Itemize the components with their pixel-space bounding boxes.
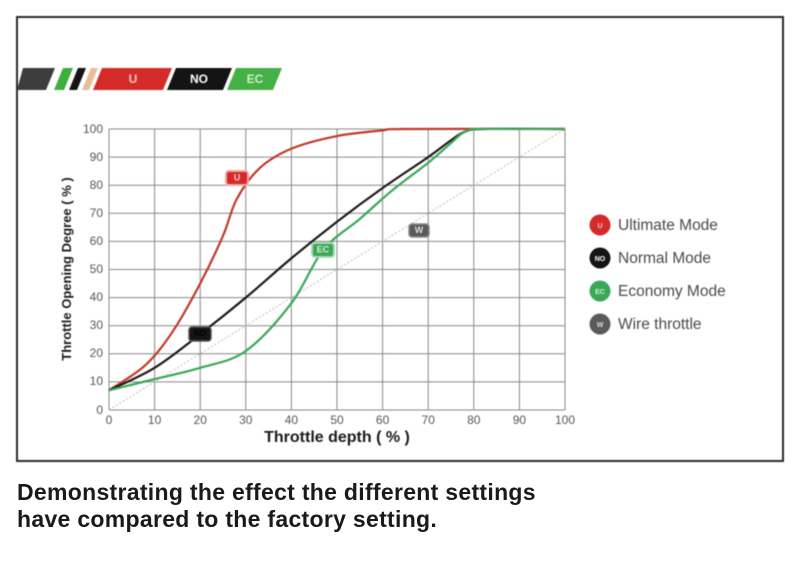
svg-text:90: 90 [90,150,104,164]
svg-text:40: 40 [285,413,299,427]
svg-text:NO: NO [194,329,206,338]
svg-text:U: U [597,223,602,230]
svg-text:Normal Mode: Normal Mode [618,250,711,267]
svg-text:Throttle Opening Degree ( % ): Throttle Opening Degree ( % ) [59,177,74,360]
svg-text:0: 0 [106,413,113,427]
svg-text:EC: EC [317,245,330,255]
svg-text:U: U [234,173,241,183]
svg-text:Ultimate Mode: Ultimate Mode [618,217,718,234]
svg-text:10: 10 [148,413,162,427]
svg-text:50: 50 [330,413,344,427]
svg-text:EC: EC [595,289,605,296]
svg-text:80: 80 [467,413,481,427]
svg-text:Throttle depth ( % ): Throttle depth ( % ) [264,429,410,446]
svg-text:20: 20 [194,413,208,427]
svg-text:70: 70 [422,413,436,427]
svg-text:30: 30 [90,318,104,332]
svg-text:W: W [597,322,604,329]
svg-text:20: 20 [90,346,104,360]
svg-text:NO: NO [595,256,606,263]
svg-text:40: 40 [90,290,104,304]
svg-text:W: W [415,225,424,235]
svg-text:30: 30 [239,413,253,427]
svg-text:50: 50 [90,262,104,276]
svg-text:90: 90 [513,413,527,427]
svg-text:100: 100 [555,413,575,427]
svg-text:Economy Mode: Economy Mode [618,283,726,300]
svg-text:80: 80 [90,178,104,192]
svg-text:60: 60 [376,413,390,427]
svg-text:10: 10 [90,374,104,388]
svg-text:60: 60 [90,234,104,248]
svg-text:100: 100 [83,122,103,136]
svg-text:70: 70 [90,206,104,220]
svg-text:Wire throttle: Wire throttle [618,316,702,333]
svg-text:0: 0 [96,403,103,417]
